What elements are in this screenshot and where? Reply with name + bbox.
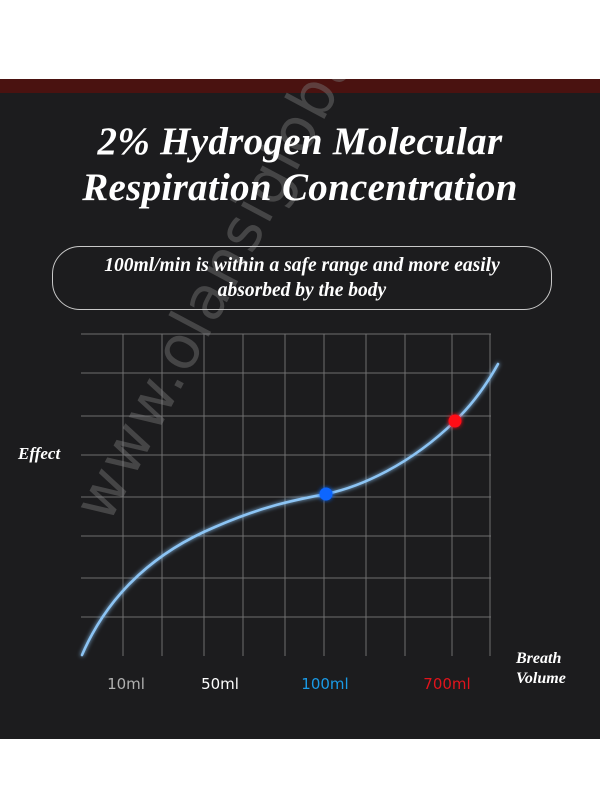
- grid: [81, 333, 491, 656]
- x-axis-label-line-1: Breath: [516, 650, 562, 667]
- y-axis-label: Effect: [18, 444, 61, 463]
- page-title: 2% Hydrogen Molecular Respiration Concen…: [0, 119, 600, 211]
- title-line-1: 2% Hydrogen Molecular: [97, 120, 503, 163]
- subtitle: 100ml/min is within a safe range and mor…: [104, 253, 499, 303]
- point-100ml: [319, 487, 333, 501]
- effect-chart: [79, 325, 503, 659]
- subtitle-line-2: absorbed by the body: [217, 280, 387, 301]
- point-700ml: [448, 414, 462, 428]
- top-accent-band: [0, 79, 600, 93]
- x-tick-700ml: 700ml: [423, 675, 471, 693]
- effect-curve: [80, 362, 500, 657]
- subtitle-callout: 100ml/min is within a safe range and mor…: [52, 246, 552, 310]
- x-tick-50ml: 50ml: [201, 675, 239, 693]
- infographic-panel: www.olansiglobal.c 2% Hydrogen Molecular…: [0, 79, 600, 739]
- title-line-2: Respiration Concentration: [82, 166, 518, 209]
- x-tick-10ml: 10ml: [107, 675, 145, 693]
- subtitle-line-1: 100ml/min is within a safe range and mor…: [104, 255, 500, 276]
- x-axis-label: Breath Volume: [516, 649, 566, 689]
- x-axis-label-line-2: Volume: [516, 670, 566, 687]
- x-tick-100ml: 100ml: [301, 675, 349, 693]
